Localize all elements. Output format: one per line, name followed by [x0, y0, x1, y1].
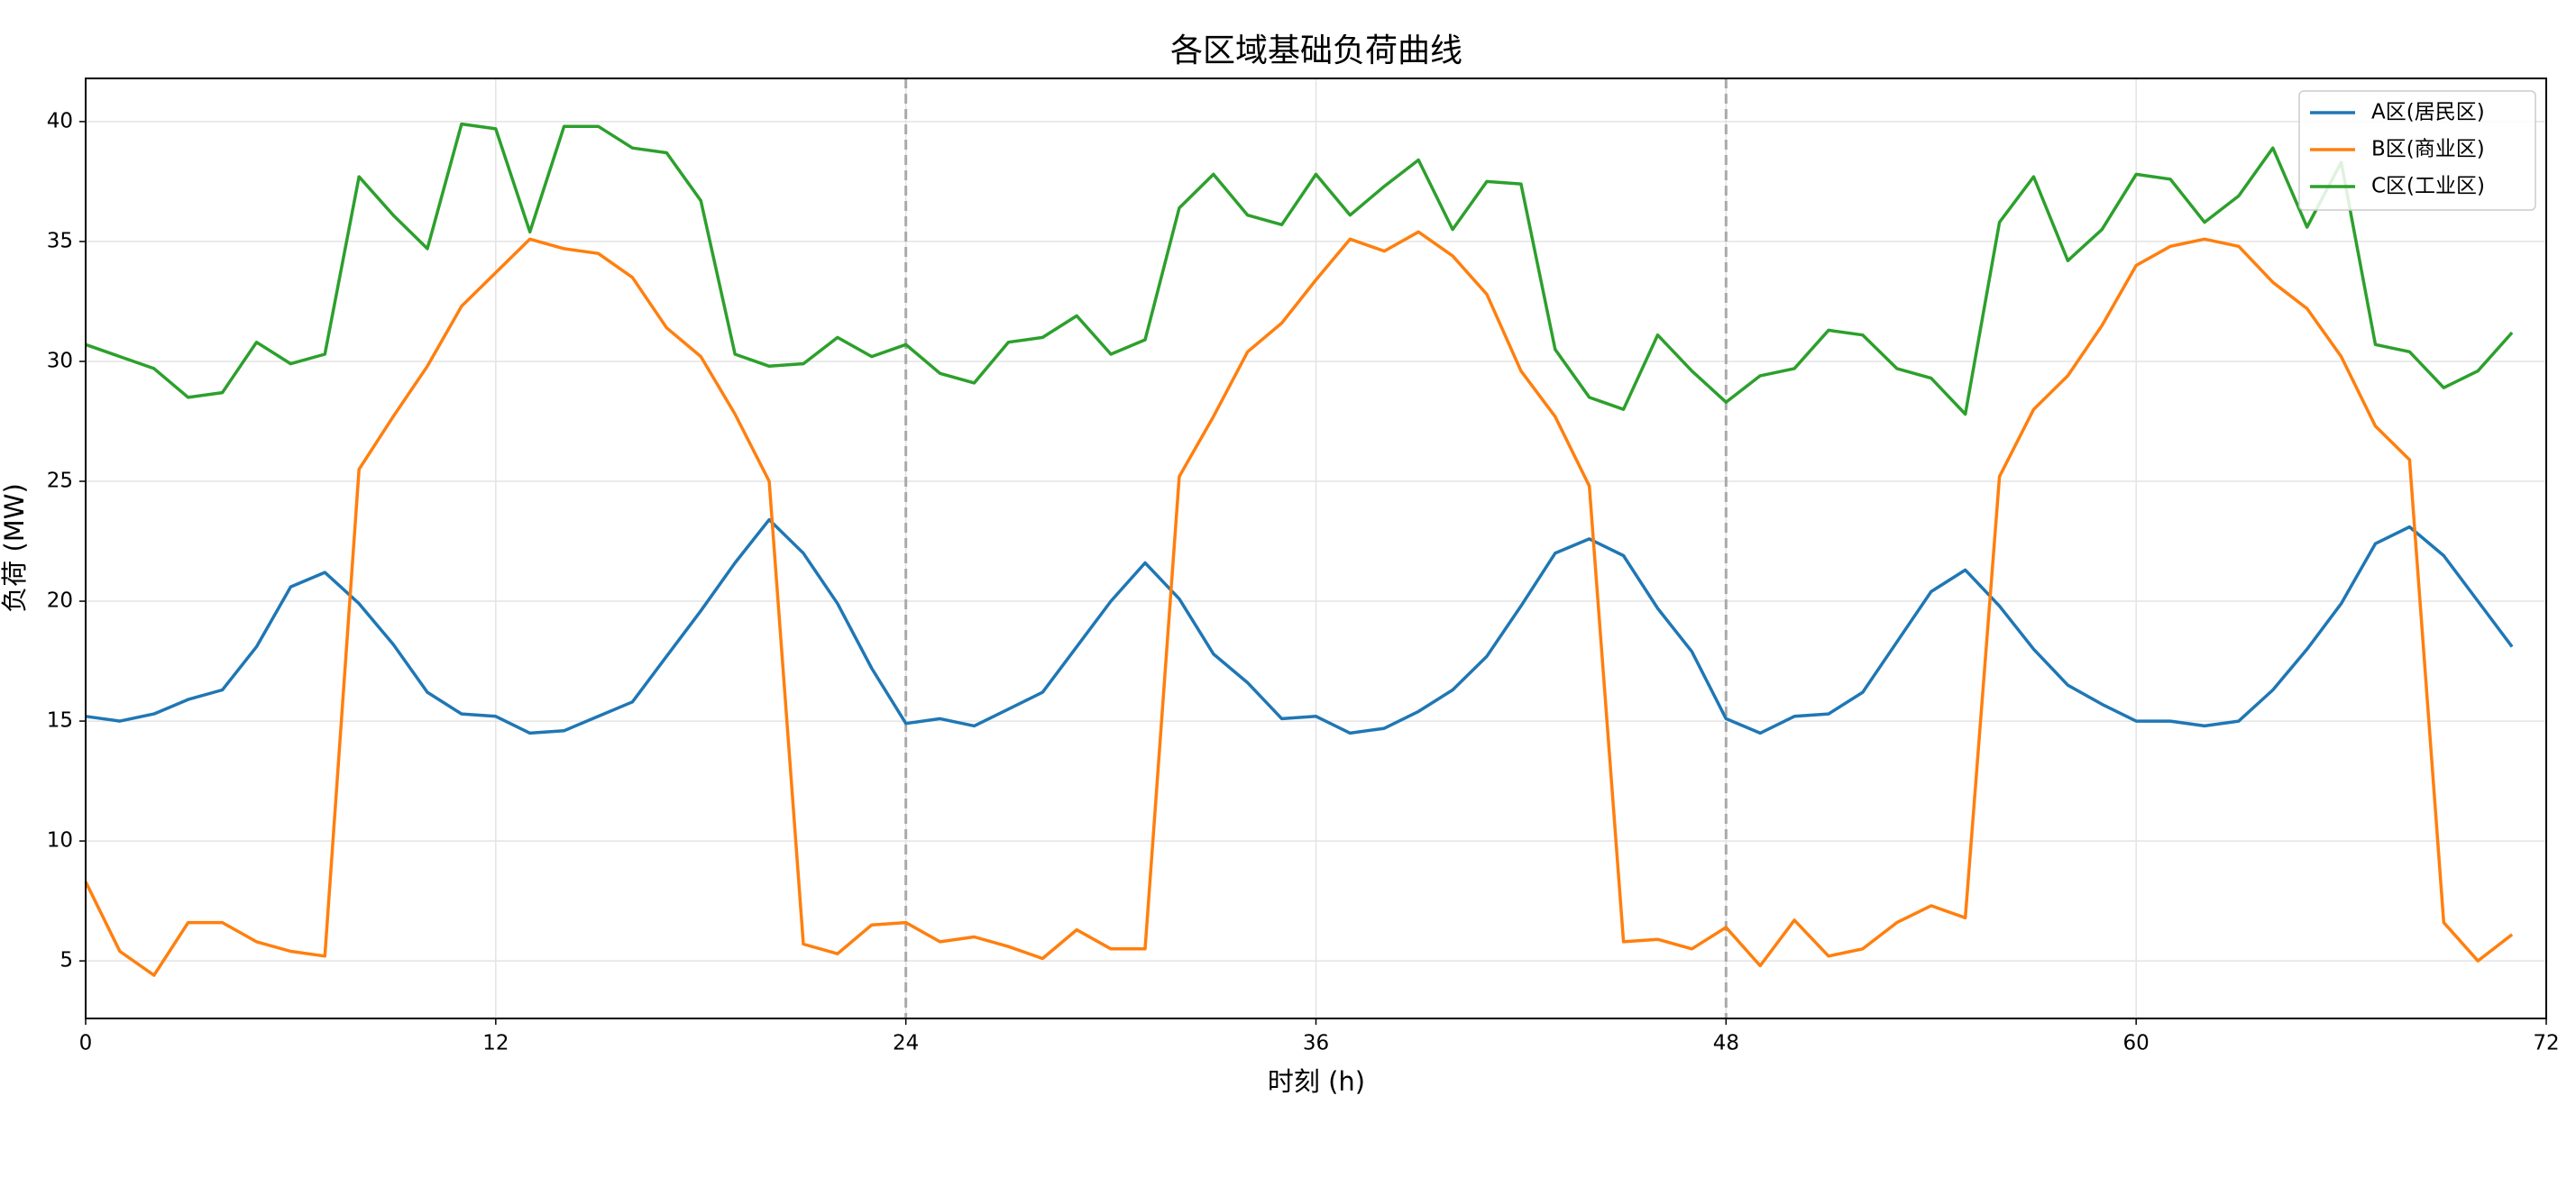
series-line: [84, 230, 2514, 977]
chart-title: 各区域基础负荷曲线: [1170, 32, 1462, 69]
y-tick-label: 30: [47, 349, 73, 372]
y-tick-label: 20: [47, 589, 73, 613]
x-tick-label: 12: [482, 1032, 509, 1055]
y-tick-label: 35: [47, 229, 73, 252]
x-tick-label: 72: [2533, 1032, 2559, 1055]
y-tick-label: 15: [47, 709, 73, 733]
series-line: [85, 517, 2514, 735]
x-axis-label: 时刻 (h): [1268, 1066, 1365, 1097]
x-tick-label: 0: [79, 1032, 93, 1055]
y-tick-label: 5: [60, 949, 73, 972]
x-tick-label: 36: [1303, 1032, 1329, 1055]
legend-box: [2298, 90, 2536, 211]
x-tick-label: 60: [2123, 1032, 2150, 1055]
legend-label: A区(居民区): [2371, 101, 2485, 124]
x-tick-label: 48: [1713, 1032, 1739, 1055]
y-tick-label: 10: [47, 829, 73, 853]
y-axis-label: 负荷 (MW): [0, 483, 30, 613]
legend-label: C区(工业区): [2371, 175, 2485, 198]
plot-frame: [85, 78, 2547, 1019]
y-tick-label: 40: [47, 109, 73, 132]
x-tick-label: 24: [893, 1032, 919, 1055]
series-line: [85, 122, 2514, 416]
y-tick-label: 25: [47, 470, 73, 493]
legend-label: B区(商业区): [2371, 138, 2485, 161]
